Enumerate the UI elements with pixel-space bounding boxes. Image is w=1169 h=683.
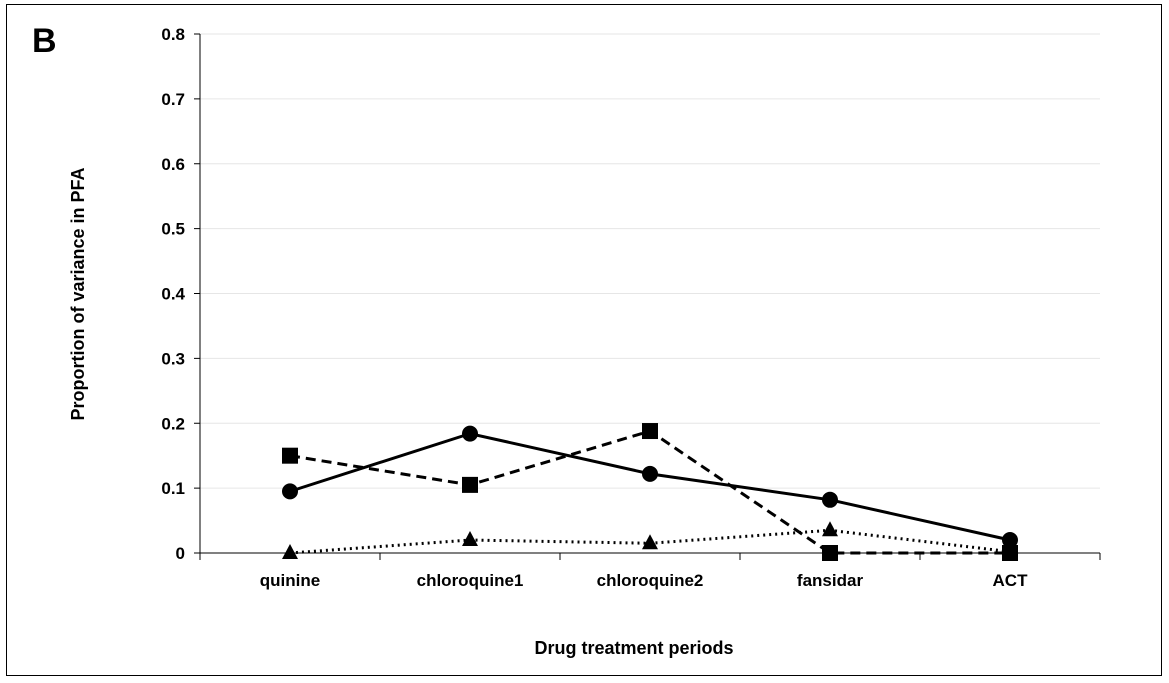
series-1-point	[1002, 532, 1018, 549]
series-3-point	[822, 521, 838, 537]
x-tick-label: ACT	[993, 571, 1029, 590]
series-3-point	[282, 544, 298, 559]
series-3-point	[1002, 542, 1018, 558]
x-tick-label: fansidar	[797, 571, 864, 590]
x-axis-title: Drug treatment periods	[534, 638, 733, 658]
panel-label: B	[32, 22, 57, 60]
y-tick-label: 0.3	[161, 349, 185, 368]
series-1-point	[822, 491, 838, 508]
series-3-point	[642, 534, 658, 550]
y-tick-label: 0.4	[161, 285, 185, 304]
series-2-point	[642, 423, 658, 440]
series-2-point	[282, 447, 298, 464]
y-tick-label: 0.6	[161, 155, 185, 174]
series-1-point	[462, 425, 478, 442]
series-2-point	[462, 476, 478, 493]
x-tick-label: chloroquine2	[597, 571, 704, 590]
y-tick-label: 0.2	[161, 414, 185, 433]
y-axis-title: Proportion of variance in PFA	[68, 167, 88, 420]
y-tick-label: 0.8	[161, 25, 185, 44]
x-tick-label: chloroquine1	[417, 571, 524, 590]
x-tick-label: quinine	[260, 571, 320, 590]
series-1-line	[289, 432, 1011, 542]
series-1-point	[282, 483, 298, 500]
chart-frame	[6, 4, 1162, 676]
series-1-point	[642, 465, 658, 482]
series-2-point	[822, 545, 838, 561]
series-3-point	[462, 531, 478, 547]
y-tick-label: 0.1	[161, 479, 185, 498]
x-tick-labels: quinine chloroquine1 chloroquine2 fansidar A…	[260, 571, 1028, 590]
grid-lines	[200, 33, 1100, 489]
y-tick-label: 0.7	[161, 90, 185, 109]
y-tick-label: 0.5	[161, 220, 185, 239]
y-tick-label: 0	[176, 544, 185, 563]
y-tick-labels: 0 0.1 0.2 0.3 0.4 0.5 0.6 0.7 0.8	[161, 25, 185, 563]
data-series	[282, 423, 1018, 561]
